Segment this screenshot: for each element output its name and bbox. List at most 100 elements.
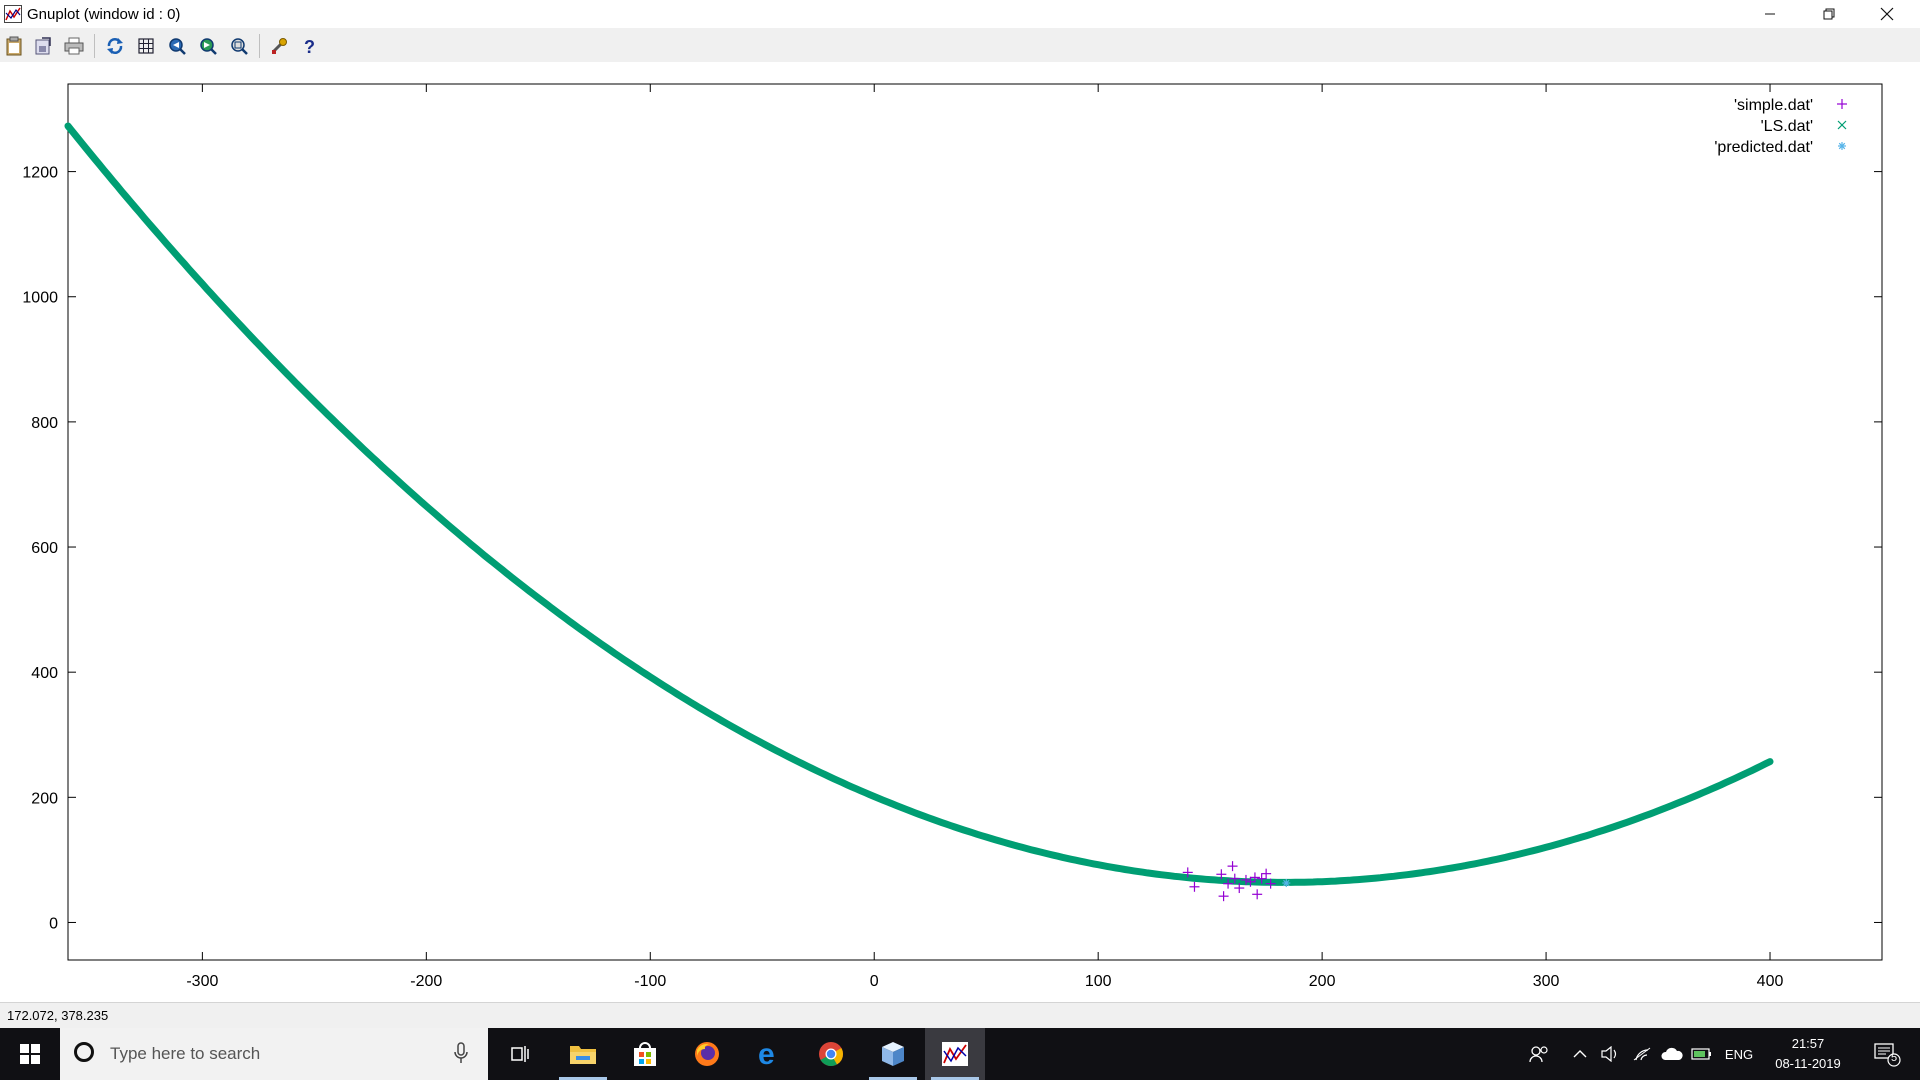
restore-button[interactable] <box>1800 0 1858 28</box>
y-tick-label: 400 <box>31 665 58 682</box>
clock-date[interactable]: 08-11-2019 <box>1775 1056 1841 1071</box>
action-center-button[interactable]: 5 <box>1864 1028 1910 1080</box>
legend-marker <box>1837 99 1847 109</box>
gnuplot-icon <box>942 1042 968 1066</box>
cube-icon <box>882 1042 904 1066</box>
search-box[interactable]: Type here to search <box>60 1028 488 1080</box>
x-tick-label: -100 <box>634 973 666 990</box>
chevron-up-icon <box>1573 1050 1587 1058</box>
people-button[interactable] <box>1524 1028 1554 1080</box>
refresh-icon <box>107 38 123 54</box>
legend-label: 'simple.dat' <box>1734 97 1813 114</box>
chrome-button[interactable] <box>801 1028 861 1080</box>
microsoft-store-button[interactable] <box>615 1028 675 1080</box>
x-tick-label: -300 <box>186 973 218 990</box>
start-button[interactable] <box>0 1028 60 1080</box>
cortana-circle-icon <box>74 1042 94 1062</box>
data-point <box>1282 879 1291 888</box>
restore-icon <box>1823 8 1835 20</box>
legend-label: 'predicted.dat' <box>1714 139 1813 156</box>
toggle-grid-button[interactable] <box>135 35 157 57</box>
edge-button[interactable]: e <box>739 1028 799 1080</box>
unzoom-icon <box>231 38 248 55</box>
data-points <box>1182 861 1291 902</box>
y-tick-labels: 0 200 400 600 800 1000 1200 <box>22 165 58 933</box>
close-button[interactable] <box>1858 0 1916 28</box>
x-tick-labels: -300 -200 -100 0 100 200 300 400 <box>186 973 1783 990</box>
data-point <box>1240 874 1251 885</box>
firefox-button[interactable] <box>677 1028 737 1080</box>
speaker-icon <box>1601 1046 1617 1062</box>
wifi-icon <box>1633 1047 1651 1061</box>
grid-icon <box>138 38 154 54</box>
gnuplot-taskbar-button[interactable] <box>925 1028 985 1080</box>
folder-icon <box>570 1046 596 1064</box>
volume-button[interactable] <box>1596 1028 1624 1080</box>
options-button[interactable] <box>268 35 290 57</box>
status-bar: 172.072, 378.235 <box>0 1002 1920 1029</box>
svg-text:e: e <box>758 1040 775 1068</box>
y-tick-label: 0 <box>49 915 58 932</box>
task-view-button[interactable] <box>490 1028 550 1080</box>
wrench-icon <box>272 38 287 54</box>
clipboard-icon <box>6 36 22 56</box>
y-tick-label: 200 <box>31 790 58 807</box>
data-point <box>1229 873 1240 884</box>
gnuplot-app-icon <box>4 5 22 23</box>
x-tick-label: 100 <box>1085 973 1112 990</box>
data-point <box>1249 872 1260 883</box>
onedrive-button[interactable] <box>1658 1028 1686 1080</box>
input-language-button[interactable]: ENG <box>1718 1028 1760 1080</box>
network-button[interactable] <box>1628 1028 1656 1080</box>
store-bag-icon <box>634 1042 656 1066</box>
search-placeholder: Type here to search <box>110 1044 261 1063</box>
y-tick-label: 1200 <box>22 165 58 182</box>
x-tick-label: 200 <box>1309 973 1336 990</box>
print-button[interactable] <box>63 35 85 57</box>
show-hidden-icons-button[interactable] <box>1568 1028 1592 1080</box>
zoom-next-icon <box>200 38 217 55</box>
toolbar-separator <box>259 34 260 58</box>
window-title: Gnuplot (window id : 0) <box>27 6 181 23</box>
people-icon <box>1529 1046 1548 1063</box>
file-explorer-button[interactable] <box>553 1028 613 1080</box>
copy-to-clipboard-button[interactable] <box>3 35 25 57</box>
minimize-icon <box>1765 13 1775 15</box>
toolbar-separator <box>94 34 95 58</box>
data-point <box>1261 868 1272 879</box>
y-tick-label: 600 <box>31 540 58 557</box>
export-button[interactable] <box>33 35 55 57</box>
app-cube-button[interactable] <box>863 1028 923 1080</box>
microphone-icon[interactable] <box>454 1041 468 1065</box>
ls-curve <box>64 122 1774 886</box>
help-button[interactable]: ? <box>298 35 320 57</box>
data-point <box>1182 867 1193 878</box>
unzoom-button[interactable] <box>228 35 250 57</box>
legend-marker <box>1837 120 1847 130</box>
plot-area[interactable]: -300 -200 -100 0 100 200 300 400 0 200 400 600 800 1… <box>0 62 1920 1002</box>
export-icon <box>35 37 51 55</box>
data-point <box>1218 891 1229 902</box>
data-point <box>1265 878 1276 889</box>
firefox-icon <box>695 1042 719 1066</box>
ls-fit-curve <box>64 122 1774 886</box>
x-tick-label: 400 <box>1757 973 1784 990</box>
mouse-coordinates: 172.072, 378.235 <box>7 1008 109 1023</box>
zoom-next-button[interactable] <box>197 35 219 57</box>
zoom-previous-button[interactable] <box>166 35 188 57</box>
legend: 'simple.dat' 'LS.dat' 'predicted.dat' <box>1714 97 1847 156</box>
notification-count-badge: 5 <box>1890 1052 1898 1064</box>
task-view-icon <box>511 1046 529 1062</box>
replot-button[interactable] <box>104 35 126 57</box>
clock-time[interactable]: 21:57 <box>1791 1036 1825 1051</box>
running-indicator <box>559 1077 607 1080</box>
battery-button[interactable] <box>1688 1028 1716 1080</box>
axis-ticks <box>68 84 1882 960</box>
toolbar: ? <box>0 28 1920 63</box>
gnuplot-chart: -300 -200 -100 0 100 200 300 400 0 200 400 600 800 1… <box>22 83 1883 990</box>
edge-icon: e <box>758 1040 775 1068</box>
data-point <box>1227 861 1238 872</box>
minimize-button[interactable] <box>1741 0 1799 28</box>
windows-logo-icon <box>20 1044 40 1064</box>
x-tick-label: -200 <box>410 973 442 990</box>
